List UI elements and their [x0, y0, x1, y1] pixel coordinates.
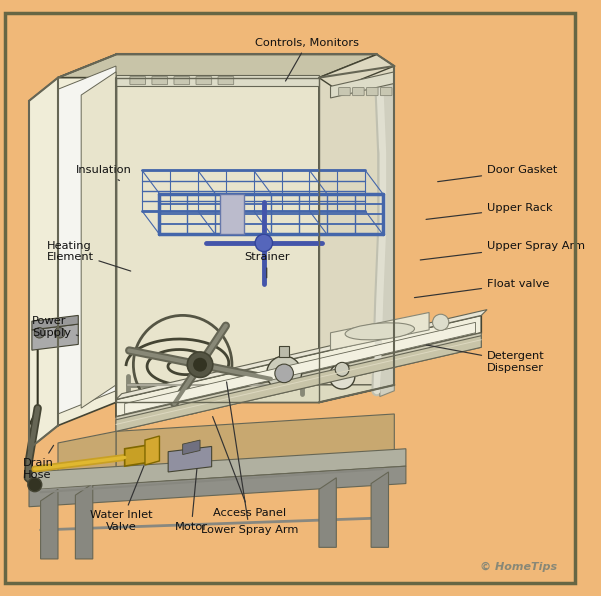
Text: Strainer: Strainer [244, 253, 290, 278]
Polygon shape [331, 312, 429, 350]
Polygon shape [371, 472, 388, 547]
Polygon shape [183, 440, 200, 455]
Polygon shape [58, 432, 116, 472]
Text: Water Inlet
Valve: Water Inlet Valve [91, 466, 153, 532]
FancyBboxPatch shape [380, 88, 392, 95]
Polygon shape [319, 66, 394, 402]
Polygon shape [116, 77, 319, 402]
Text: Drain
Hose: Drain Hose [23, 445, 54, 480]
Polygon shape [41, 489, 58, 559]
FancyBboxPatch shape [338, 88, 350, 95]
Polygon shape [380, 77, 394, 396]
FancyBboxPatch shape [196, 76, 212, 85]
Circle shape [433, 314, 449, 330]
Text: Lower Spray Arm: Lower Spray Arm [201, 382, 298, 535]
Polygon shape [168, 446, 212, 472]
Polygon shape [221, 194, 243, 234]
Text: Upper Rack: Upper Rack [426, 203, 553, 219]
Polygon shape [32, 315, 78, 330]
FancyBboxPatch shape [367, 88, 378, 95]
Polygon shape [331, 72, 394, 98]
Text: Upper Spray Arm: Upper Spray Arm [420, 241, 585, 260]
Text: Insulation: Insulation [75, 166, 131, 181]
Text: Float valve: Float valve [415, 278, 549, 297]
Polygon shape [81, 72, 116, 408]
Text: Access Panel: Access Panel [213, 417, 286, 517]
FancyBboxPatch shape [130, 76, 145, 85]
Text: Controls, Monitors: Controls, Monitors [255, 38, 359, 81]
Circle shape [28, 478, 41, 492]
Circle shape [193, 358, 207, 372]
Polygon shape [116, 315, 481, 417]
Text: Motor: Motor [175, 469, 208, 532]
Text: Heating
Element: Heating Element [46, 241, 131, 271]
Polygon shape [29, 77, 58, 449]
Polygon shape [75, 483, 93, 559]
Polygon shape [32, 324, 78, 350]
Text: Detergent
Dispenser: Detergent Dispenser [426, 345, 545, 372]
Polygon shape [145, 436, 159, 465]
Polygon shape [116, 74, 319, 86]
Polygon shape [116, 333, 481, 426]
Text: Door Gasket: Door Gasket [438, 166, 558, 182]
Circle shape [55, 328, 65, 338]
Polygon shape [116, 309, 487, 399]
Polygon shape [29, 449, 406, 489]
Polygon shape [319, 478, 337, 547]
Polygon shape [124, 322, 475, 414]
FancyBboxPatch shape [353, 88, 364, 95]
Text: © HomeTips: © HomeTips [480, 561, 557, 572]
Polygon shape [116, 385, 394, 402]
Circle shape [335, 362, 349, 376]
Circle shape [34, 328, 44, 338]
Polygon shape [319, 54, 394, 89]
Polygon shape [58, 66, 116, 414]
Ellipse shape [345, 323, 415, 340]
Circle shape [329, 364, 355, 389]
FancyBboxPatch shape [152, 76, 168, 85]
FancyBboxPatch shape [218, 76, 234, 85]
Polygon shape [29, 466, 406, 507]
Circle shape [255, 234, 272, 252]
Circle shape [267, 356, 302, 391]
Circle shape [275, 364, 293, 383]
Polygon shape [279, 346, 288, 357]
Text: Power
Supply: Power Supply [32, 316, 78, 338]
Polygon shape [124, 444, 154, 466]
Polygon shape [116, 385, 394, 402]
Polygon shape [116, 414, 394, 472]
Polygon shape [58, 54, 377, 77]
Circle shape [188, 352, 213, 377]
FancyBboxPatch shape [174, 76, 189, 85]
Polygon shape [58, 54, 116, 426]
Polygon shape [116, 336, 481, 432]
Polygon shape [116, 342, 481, 432]
